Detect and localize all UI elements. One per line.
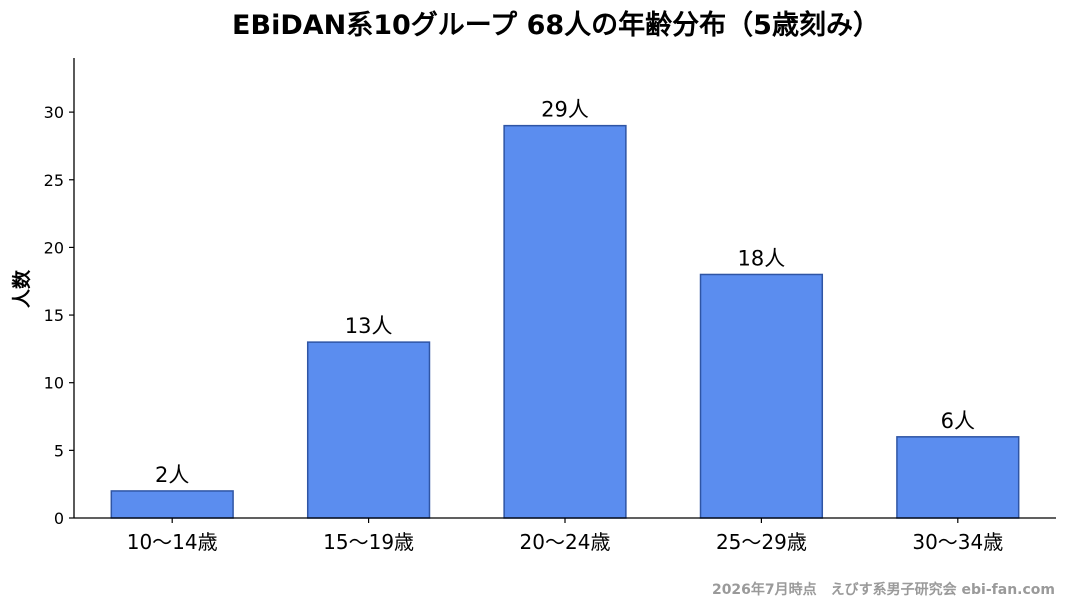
bar-value-label: 2人 (155, 463, 189, 487)
bar-5 (896, 436, 1020, 519)
bar-value-label: 6人 (941, 409, 975, 433)
y-tick-label: 5 (54, 441, 64, 460)
bar-value-label: 13人 (345, 314, 393, 338)
y-tick-label: 30 (44, 103, 64, 122)
x-tick-label: 20〜24歳 (520, 530, 611, 554)
y-tick-label: 20 (44, 238, 64, 257)
bar-4 (699, 273, 824, 519)
y-axis-label: 人数 (10, 269, 33, 308)
bars: 2人 13人 29人 18人 6人 (110, 98, 1020, 519)
x-tick-label: 30〜34歳 (912, 530, 1003, 554)
y-tick-label: 25 (44, 171, 64, 190)
chart-title: EBiDAN系10グループ 68人の年齢分布（5歳刻み） (232, 9, 880, 41)
y-tick-label: 0 (54, 509, 64, 528)
bar-2 (306, 341, 431, 519)
bar-value-label: 29人 (541, 98, 589, 122)
bar-3 (503, 124, 627, 519)
y-tick-label: 10 (44, 374, 64, 393)
x-tick-label: 10〜14歳 (127, 530, 218, 554)
x-tick-label: 25〜29歳 (716, 530, 807, 554)
bar-value-label: 18人 (738, 246, 786, 270)
y-tick-label: 15 (44, 306, 64, 325)
footer-credit: 2026年7月時点 えびす系男子研究会 ebi-fan.com (712, 581, 1055, 598)
x-axis-ticks: 10〜14歳 15〜19歳 20〜24歳 25〜29歳 30〜34歳 (127, 518, 1003, 554)
y-axis-ticks: 0 5 10 15 20 25 30 (44, 103, 74, 528)
x-tick-label: 15〜19歳 (323, 530, 414, 554)
bar-1 (110, 490, 234, 519)
